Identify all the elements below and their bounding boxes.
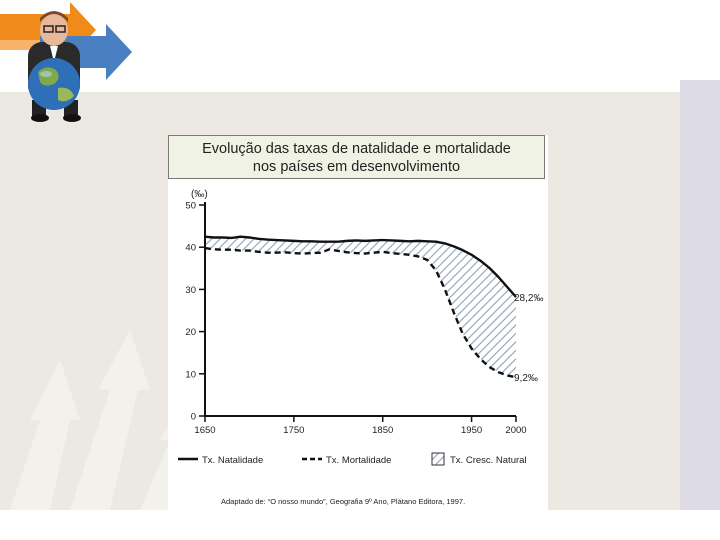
chart-title-box: Evolução das taxas de natalidade e morta… bbox=[168, 135, 545, 179]
y-tick-label: 40 bbox=[185, 243, 196, 254]
legend-label: Tx. Mortalidade bbox=[326, 455, 391, 466]
value-annotation: 9,2‰ bbox=[514, 373, 538, 384]
natality-line bbox=[204, 235, 517, 298]
chart-title-line-1: Evolução das taxas de natalidade e morta… bbox=[202, 141, 511, 157]
natural-growth-area bbox=[205, 236, 516, 378]
y-tick-label: 50 bbox=[185, 201, 196, 212]
legend-swatch-growth bbox=[431, 452, 445, 466]
x-tick-label: 1750 bbox=[283, 425, 304, 436]
value-annotation: 28,2‰ bbox=[514, 293, 543, 304]
chart-title-line-2: nos países em desenvolvimento bbox=[252, 159, 461, 175]
legend-label: Tx. Cresc. Natural bbox=[450, 455, 527, 466]
slide-background-accent bbox=[680, 80, 720, 510]
businessman-globe-logo bbox=[0, 2, 132, 122]
y-tick-label: 30 bbox=[185, 285, 196, 296]
legend-label: Tx. Natalidade bbox=[202, 455, 263, 466]
globe-icon bbox=[28, 58, 80, 110]
y-tick-label: 0 bbox=[191, 412, 196, 423]
mortality-line bbox=[204, 246, 517, 379]
x-tick-label: 1650 bbox=[194, 425, 215, 436]
source-note: Adaptado de: “O nosso mundo”, Geografia … bbox=[221, 497, 465, 506]
x-tick-label: 1850 bbox=[372, 425, 393, 436]
x-tick-label: 2000 bbox=[505, 425, 526, 436]
y-axis-unit: (‰) bbox=[191, 189, 208, 200]
y-tick-label: 10 bbox=[185, 369, 196, 380]
x-tick-label: 1950 bbox=[461, 425, 482, 436]
y-tick-label: 20 bbox=[185, 327, 196, 338]
